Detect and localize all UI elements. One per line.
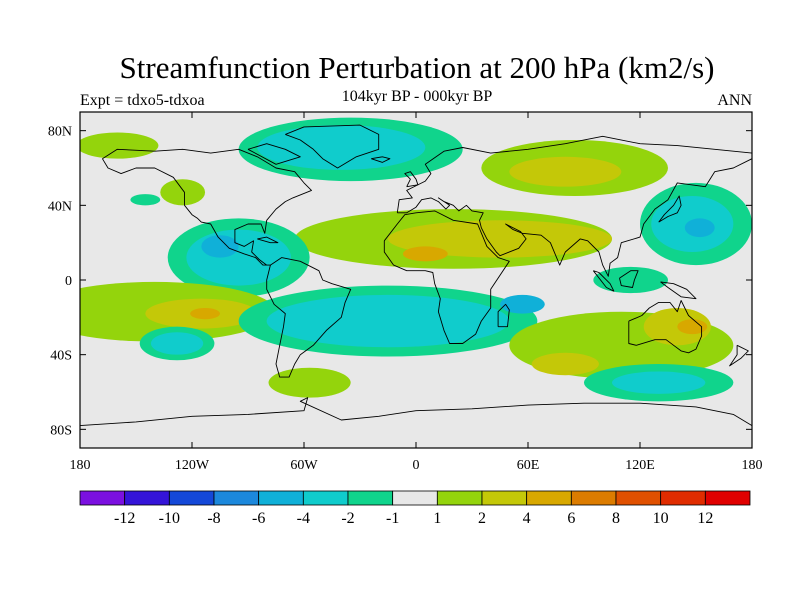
field-region-19: [190, 308, 220, 320]
field-region-9: [402, 246, 448, 262]
coastline-eurasia: [396, 135, 752, 277]
field-region-8: [388, 220, 612, 258]
y-tick-label-0: 80N: [48, 125, 72, 140]
coastline-sumatra: [592, 270, 615, 292]
coastline-cuba: [257, 236, 279, 244]
coastline-new-zealand: [729, 344, 749, 367]
colorbar: -12 -10 -8 -6 -4 -2 -1 1 2 4 6 8 10 12: [79, 490, 751, 527]
colorbar-label-2: -8: [207, 510, 220, 527]
x-tick-label-0: 180: [70, 458, 91, 473]
colorbar-box-2: [168, 490, 215, 506]
colorbar-label-3: -6: [252, 510, 265, 527]
coastline-baffin: [247, 143, 301, 165]
field-region-0: [80, 132, 159, 159]
colorbar-box-3: [213, 490, 260, 506]
field-region-12: [201, 235, 239, 258]
colorbar-box-9: [481, 490, 528, 506]
field-region-24: [150, 332, 204, 355]
colorbar-label-11: 8: [612, 510, 620, 527]
experiment-label: Expt = tdxo5-tdxoa: [80, 92, 205, 109]
field-region-5: [130, 194, 161, 206]
colorbar-box-1: [124, 490, 170, 506]
field-layer: [80, 117, 752, 402]
colorbar-label-13: 12: [697, 510, 713, 527]
colorbar-box-11: [570, 490, 617, 506]
coastline-iceland: [371, 156, 391, 163]
coastline-antarctica: [80, 397, 752, 427]
coastline-greenland: [285, 124, 380, 169]
y-tick-label-2: 0: [65, 274, 72, 289]
colorbar-box-7: [392, 490, 438, 506]
coastline-layer: [80, 124, 752, 427]
x-tick-label-5: 120E: [625, 458, 655, 473]
y-tick-label-4: 80S: [50, 423, 72, 438]
colorbar-label-7: 1: [433, 510, 441, 527]
colorbar-box-8: [436, 490, 483, 506]
season-label: ANN: [717, 92, 752, 109]
colorbar-box-10: [526, 490, 572, 506]
coastline-new-guinea: [660, 281, 697, 300]
y-tick-label-3: 40S: [50, 349, 72, 364]
colorbar-box-4: [258, 490, 304, 506]
field-region-22: [500, 294, 545, 314]
field-region-28: [531, 352, 599, 376]
colorbar-box-12: [615, 490, 662, 506]
colorbar-label-0: -12: [114, 510, 135, 527]
colorbar-label-9: 4: [523, 510, 531, 527]
colorbar-label-5: -2: [341, 510, 354, 527]
coastline-uk: [404, 171, 419, 188]
colorbar-box-13: [660, 490, 706, 506]
field-region-4: [509, 156, 622, 187]
coastline-africa: [383, 210, 510, 344]
x-tick-label-3: 0: [413, 458, 420, 473]
field-region-2: [257, 125, 426, 170]
colorbar-label-6: -1: [386, 510, 399, 527]
coastline-south-america: [266, 257, 352, 378]
field-region-11: [186, 229, 291, 286]
colorbar-box-14: [704, 490, 751, 506]
colorbar-label-4: -4: [297, 510, 310, 527]
colorbar-label-10: 6: [567, 510, 575, 527]
x-tick-label-6: 180: [742, 458, 763, 473]
coastline-japan: [658, 195, 682, 223]
field-region-15: [684, 218, 715, 238]
coastline-madagascar: [497, 303, 510, 328]
chart-subtitle: 104kyr BP - 000kyr BP: [341, 88, 493, 105]
colorbar-label-8: 2: [478, 510, 486, 527]
field-region-27: [677, 319, 708, 335]
field-region-21: [266, 294, 510, 348]
colorbar-box-0: [79, 490, 126, 506]
colorbar-box-5: [302, 490, 349, 506]
coastline-borneo: [619, 270, 639, 288]
coastline-north-america: [102, 148, 312, 266]
x-tick-label-1: 120W: [175, 458, 210, 473]
x-tick-label-4: 60E: [517, 458, 540, 473]
chart-title: Streamfunction Perturbation at 200 hPa (…: [119, 50, 715, 85]
colorbar-label-12: 10: [653, 510, 669, 527]
x-tick-label-2: 60W: [290, 458, 318, 473]
field-region-30: [612, 371, 706, 394]
colorbar-label-1: -10: [159, 510, 180, 527]
axis-ticks: 180 120W 60W 0 60E 120E 180 80N 40N 0 40S 80S: [48, 112, 763, 473]
colorbar-box-6: [347, 490, 394, 506]
y-tick-label-1: 40N: [48, 199, 72, 214]
coastline-australia: [628, 300, 703, 354]
field-region-6: [160, 179, 206, 206]
field-region-31: [268, 367, 351, 398]
